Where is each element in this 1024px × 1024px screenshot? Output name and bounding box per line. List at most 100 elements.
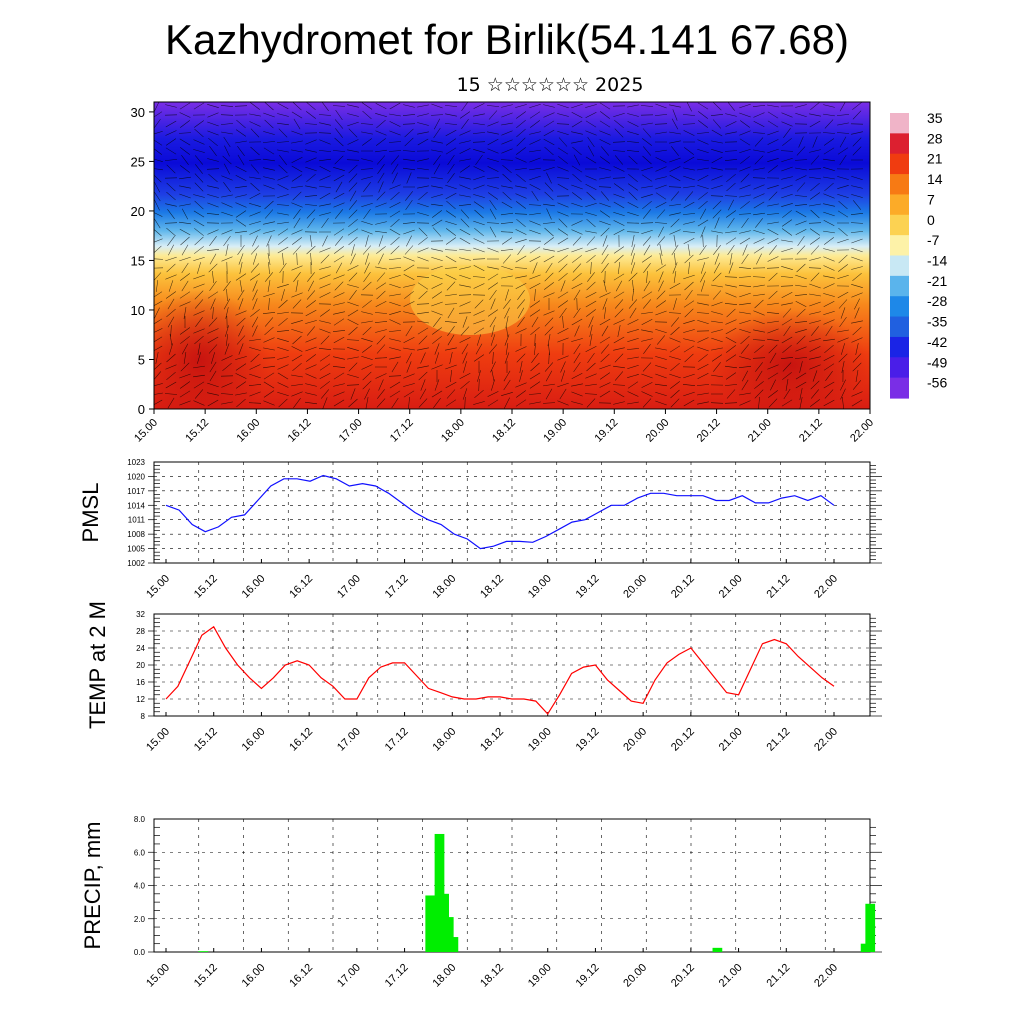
precip-bar [448, 937, 459, 952]
colorbar-label: 0 [927, 212, 935, 228]
y-tick-label: 10 [131, 303, 145, 318]
x-tick-label: 22.00 [812, 962, 840, 990]
x-tick-label: 20.12 [669, 726, 697, 754]
y-tick-label: 12 [136, 695, 145, 704]
x-tick-label: 22.00 [812, 573, 840, 601]
temperature-cross-section-panel: 0 5 10 15 20 25 30 15.00 15.12 16.00 16.12 17.00 17.… [131, 101, 876, 445]
x-tick-label: 17.12 [388, 417, 416, 445]
page-subtitle: 15 ☆☆☆☆☆☆ 2025 [457, 74, 644, 96]
x-tick-label: 16.00 [240, 962, 268, 990]
x-tick-label: 18.00 [430, 726, 458, 754]
x-tick-label: 18.00 [439, 417, 467, 445]
colorbar-swatch [890, 275, 909, 297]
x-tick-label: 16.00 [234, 417, 262, 445]
x-tick-label: 22.00 [812, 726, 840, 754]
colorbar-swatch [890, 214, 909, 236]
x-tick-label: 17.00 [337, 417, 365, 445]
colorbar-swatch [890, 133, 909, 155]
x-tick-label: 20.00 [621, 726, 649, 754]
cross-section-field [154, 102, 870, 409]
pmsl-line [165, 474, 835, 550]
colorbar-label: -28 [927, 293, 947, 309]
precip-bar [712, 947, 723, 952]
y-tick-label: 2.0 [134, 915, 146, 924]
x-tick-label: 15.00 [144, 962, 172, 990]
y-tick-label: 25 [131, 154, 145, 169]
warm-anomaly [410, 265, 530, 335]
x-tick-label: 21.12 [764, 573, 792, 601]
x-tick-label: 19.12 [592, 417, 620, 445]
x-tick-label: 16.12 [287, 573, 315, 601]
x-tick-label: 18.00 [430, 573, 458, 601]
colorbar-label: 21 [927, 151, 943, 167]
y-tick-label: 0 [138, 402, 145, 417]
precip-bar [425, 895, 436, 952]
x-tick-label: 18.12 [478, 573, 506, 601]
colorbar-label: -7 [927, 232, 940, 248]
x-tick-label: 19.00 [541, 417, 569, 445]
x-tick-label: 17.12 [383, 726, 411, 754]
temperature-2m-panel: 8 12 16 20 24 28 32 15.00 15.12 16.00 16.12 17.00 17… [85, 601, 882, 754]
y-tick-label: 1020 [127, 472, 145, 481]
x-tick-label: 16.12 [287, 726, 315, 754]
y-axis-label: TEMP at 2 M [85, 601, 110, 729]
x-tick-label: 15.12 [192, 962, 220, 990]
x-tick-label: 15.12 [192, 726, 220, 754]
colorbar-label: 28 [927, 130, 943, 146]
x-tick-label: 18.12 [478, 726, 506, 754]
x-tick-label: 21.00 [717, 726, 745, 754]
y-tick-label: 6.0 [134, 848, 146, 857]
page-title: Kazhydromet for Birlik(54.141 67.68) [165, 16, 849, 63]
x-tick-label: 19.00 [526, 962, 554, 990]
x-tick-label: 18.12 [490, 417, 518, 445]
x-tick-label: 20.12 [695, 417, 723, 445]
x-tick-label: 19.12 [574, 962, 602, 990]
colorbar-label: 14 [927, 171, 943, 187]
y-tick-label: 24 [136, 644, 145, 653]
colorbar-swatch [890, 316, 909, 338]
temperature-line [165, 625, 835, 715]
colorbar-swatch [890, 357, 909, 379]
x-tick-label: 16.12 [287, 962, 315, 990]
y-tick-label: 1008 [127, 530, 145, 539]
x-tick-label: 22.00 [848, 417, 876, 445]
y-tick-label: 8 [141, 712, 146, 721]
x-tick-label: 15.12 [183, 417, 211, 445]
precip-bar [198, 951, 209, 952]
colorbar: 35 28 21 14 7 0 -7 -14 -21 -28 -35 -42 -49 -56 [890, 110, 947, 399]
y-tick-label: 8.0 [134, 815, 146, 824]
x-tick-label: 20.00 [621, 962, 649, 990]
y-tick-label: 15 [131, 253, 145, 268]
x-tick-label: 19.00 [526, 573, 554, 601]
x-tick-label: 21.00 [717, 573, 745, 601]
colorbar-label: -35 [927, 314, 947, 330]
x-tick-label: 19.00 [526, 726, 554, 754]
warm-core [154, 290, 270, 409]
y-tick-label: 1005 [127, 545, 145, 554]
x-tick-label: 17.12 [383, 962, 411, 990]
x-tick-label: 19.12 [574, 726, 602, 754]
x-tick-label: 20.12 [669, 573, 697, 601]
precip-bar [434, 833, 445, 952]
x-tick-label: 21.00 [746, 417, 774, 445]
y-tick-label: 1023 [127, 458, 145, 467]
x-tick-label: 17.00 [335, 573, 363, 601]
x-tick-label: 20.12 [669, 962, 697, 990]
colorbar-swatch [890, 174, 909, 196]
colorbar-swatch [890, 377, 909, 399]
x-tick-label: 18.00 [430, 962, 458, 990]
y-tick-label: 28 [136, 627, 145, 636]
x-tick-label: 20.00 [621, 573, 649, 601]
y-tick-label: 1017 [127, 487, 145, 496]
x-tick-label: 15.00 [132, 417, 160, 445]
precip-bar [865, 903, 876, 952]
colorbar-swatch [890, 113, 909, 134]
y-tick-label: 1011 [128, 516, 146, 525]
y-axis-label: PRECIP, mm [80, 822, 105, 950]
y-axis-label: PMSL [78, 483, 103, 543]
colorbar-label: 7 [927, 191, 935, 207]
colorbar-label: 35 [927, 110, 943, 126]
y-tick-label: 20 [136, 661, 145, 670]
